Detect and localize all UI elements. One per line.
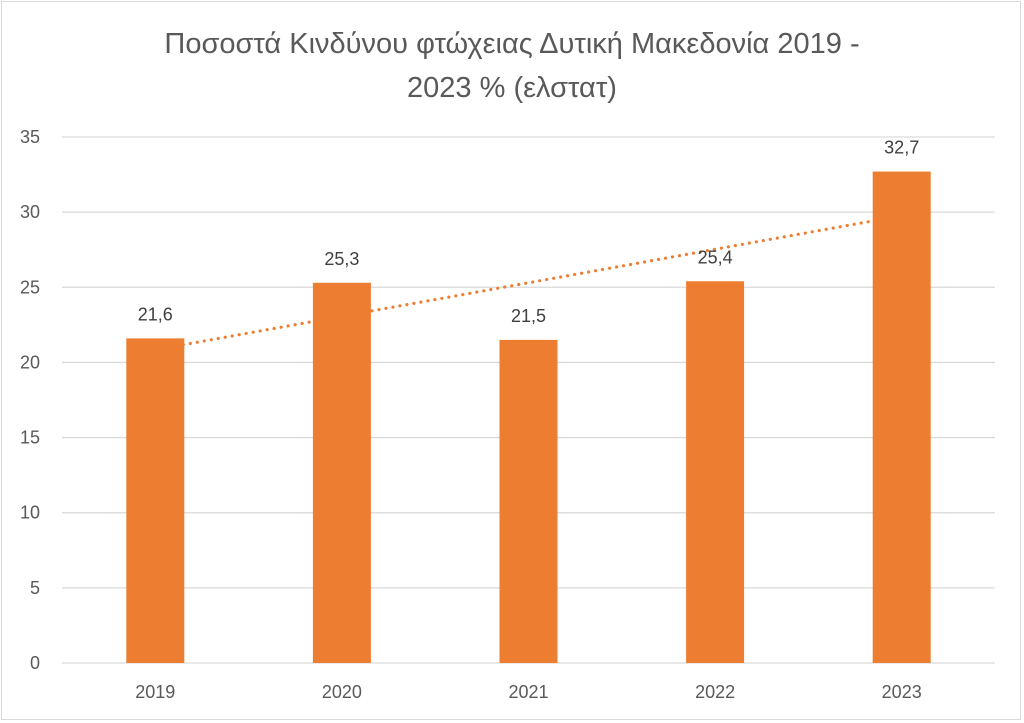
- x-axis-ticks: 2019 2020 2021 2022 2023: [135, 682, 921, 702]
- y-tick-label-35: 35: [20, 127, 40, 147]
- x-tick-label-2023: 2023: [882, 682, 922, 702]
- chart-title: Ποσοστά Κινδύνου φτώχειας Δυτική Μακεδον…: [0, 22, 1024, 110]
- bar-2021: [499, 339, 558, 663]
- bar-2022: [686, 281, 745, 663]
- data-label-2021: 21,5: [511, 306, 546, 326]
- y-tick-label-5: 5: [30, 578, 40, 598]
- chart-title-line-2: 2023 % (ελστατ): [407, 72, 617, 104]
- x-tick-label-2022: 2022: [695, 682, 735, 702]
- data-label-2022: 25,4: [698, 247, 733, 267]
- bar-2020: [312, 282, 371, 663]
- bars: [126, 171, 931, 663]
- data-labels: 21,6 25,3 21,5 25,4 32,7: [138, 138, 919, 326]
- data-label-2023: 32,7: [884, 138, 919, 158]
- bar-2023: [872, 171, 931, 663]
- bar-2019: [126, 338, 185, 663]
- y-tick-label-15: 15: [20, 428, 40, 448]
- data-label-2019: 21,6: [138, 304, 173, 324]
- x-tick-label-2019: 2019: [135, 682, 175, 702]
- data-label-2020: 25,3: [324, 249, 359, 269]
- y-tick-label-25: 25: [20, 277, 40, 297]
- y-tick-label-30: 30: [20, 202, 40, 222]
- y-axis-ticks: 0 5 10 15 20 25 30 35: [20, 127, 40, 673]
- y-tick-label-0: 0: [30, 653, 40, 673]
- y-tick-label-10: 10: [20, 503, 40, 523]
- x-tick-label-2021: 2021: [508, 682, 548, 702]
- y-tick-label-20: 20: [20, 352, 40, 372]
- trendline: [153, 214, 904, 352]
- x-tick-label-2020: 2020: [322, 682, 362, 702]
- chart-title-line-1: Ποσοστά Κινδύνου φτώχειας Δυτική Μακεδον…: [164, 28, 860, 60]
- linear-trendline: [153, 214, 904, 352]
